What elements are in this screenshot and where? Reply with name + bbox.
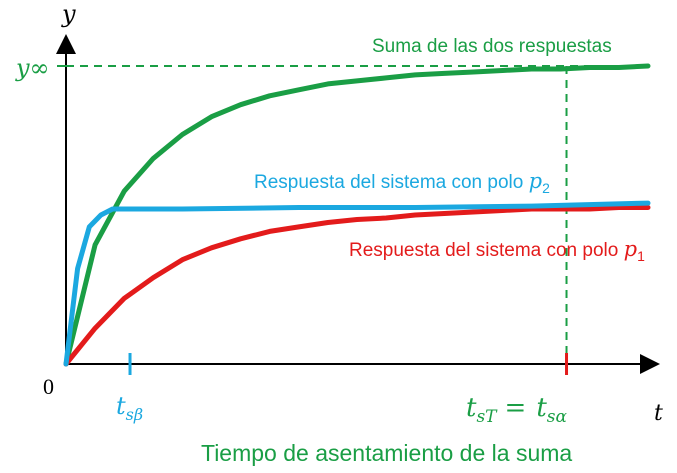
series-line-p2 [63,200,651,367]
series-line-sum [63,63,651,367]
y-infinity-label: y∞ [15,54,50,82]
t-s-beta-label: tsβ [116,392,143,424]
p2-annotation: Respuesta del sistema con polo p2 [254,169,550,196]
sum-annotation: Suma de las dos respuestas [372,36,612,57]
p1-annotation: Respuesta del sistema con polo p1 [349,237,645,264]
y-axis-label: y [61,0,76,28]
series-line-p1 [63,205,651,367]
origin-label: 0 [43,374,54,399]
x-axis-label: t [654,401,663,426]
caption: Tiempo de asentamiento de la suma [201,440,572,466]
settling-equation: tsT = tsα [466,393,568,427]
